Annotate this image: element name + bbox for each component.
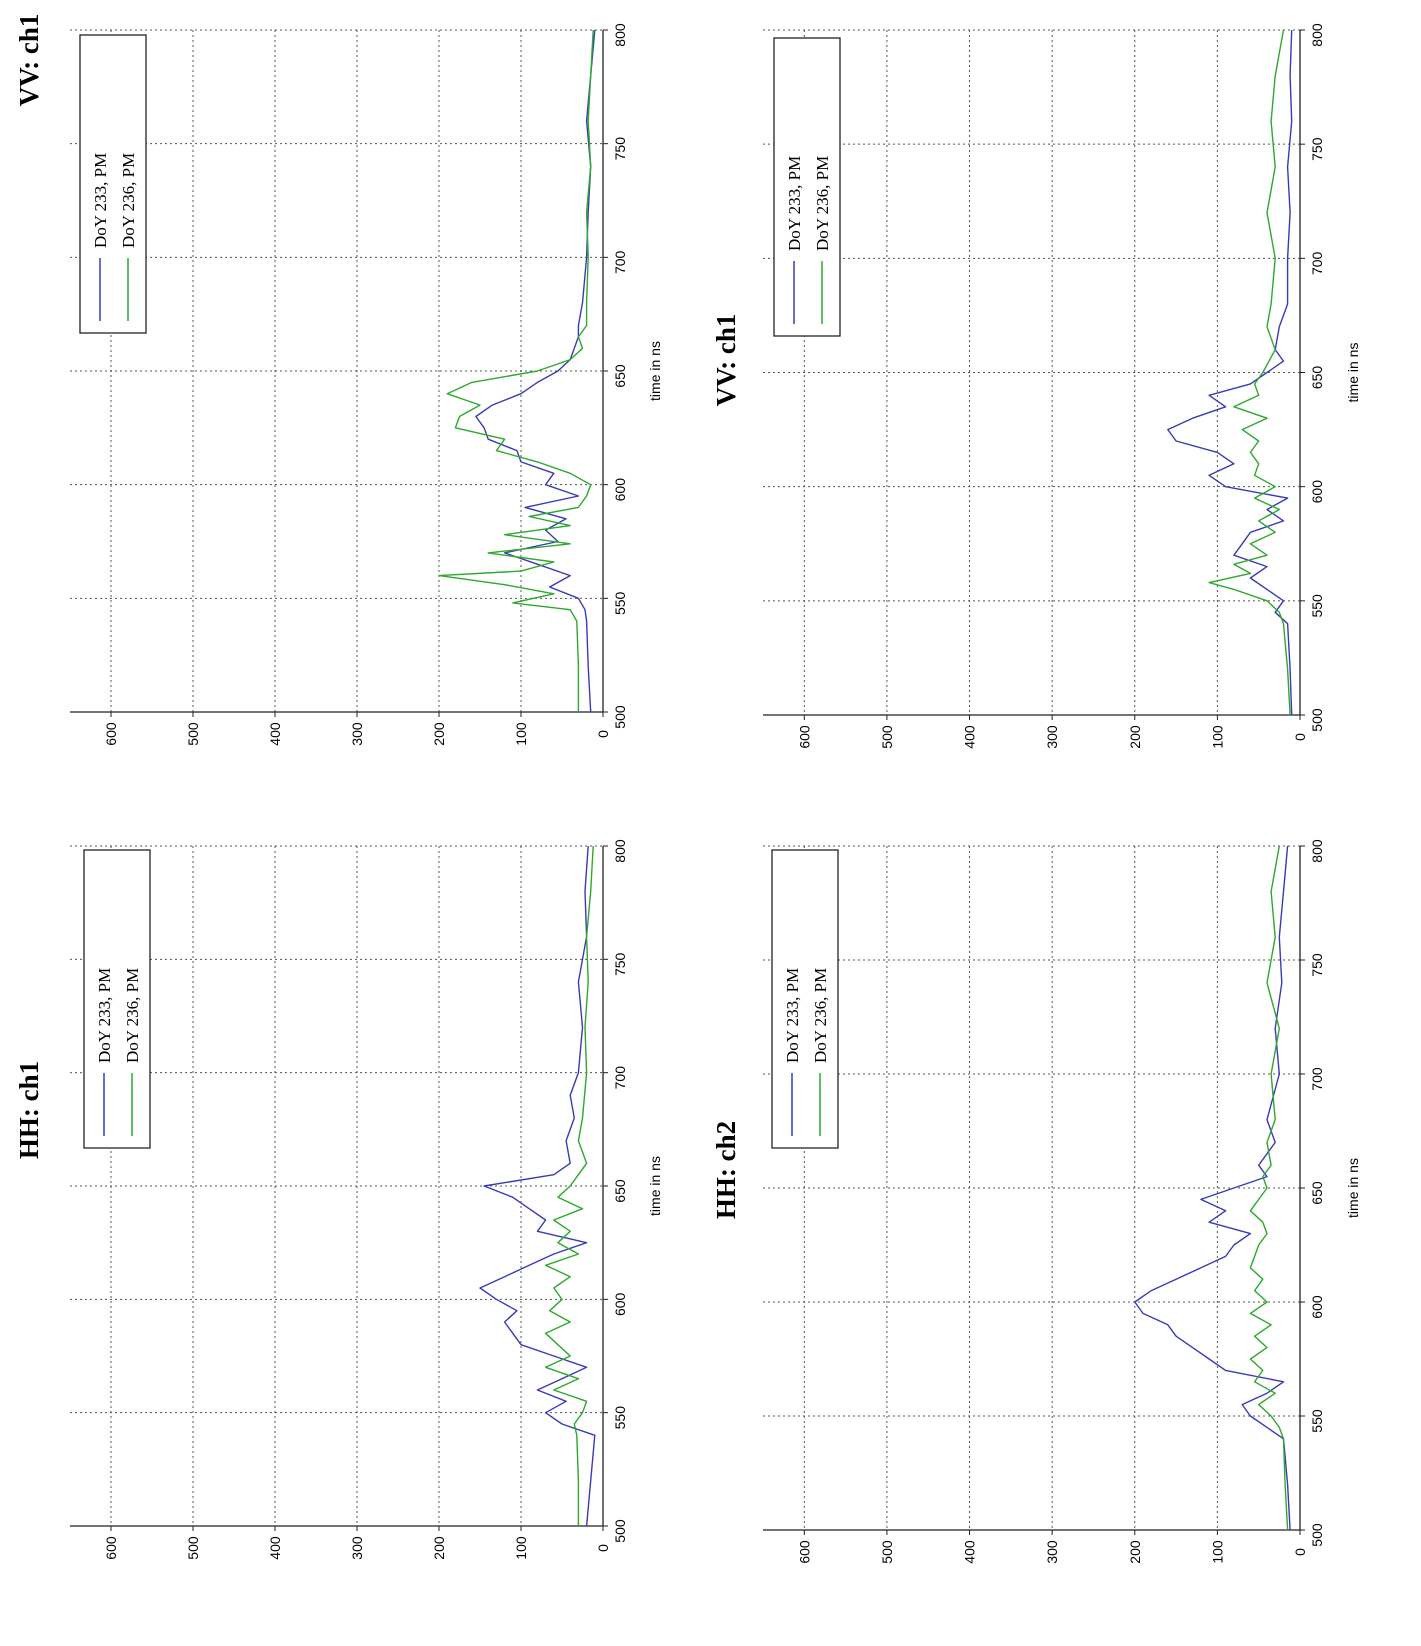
x-tick-label: 650: [1309, 366, 1325, 390]
legend-box: [773, 37, 841, 337]
y-tick-label: 300: [349, 1536, 365, 1560]
legend-label-2: DoY 236, PM: [123, 968, 142, 1063]
x-tick-label: 800: [1309, 839, 1325, 863]
x-tick-label: 800: [612, 839, 628, 863]
series-line-2: [544, 845, 594, 1526]
series-line-2: [438, 29, 594, 712]
x-tick-label: 550: [612, 591, 628, 615]
y-tick-label: 500: [879, 1540, 895, 1564]
x-axis-label: time in ns: [647, 1156, 663, 1216]
y-tick-label: 200: [431, 1536, 447, 1560]
x-tick-label: 550: [1309, 594, 1325, 618]
y-tick-label: 500: [185, 722, 201, 746]
y-tick-label: 600: [796, 725, 812, 749]
x-tick-label: 500: [612, 705, 628, 729]
legend-label-1: DoY 233, PM: [783, 968, 802, 1063]
y-tick-label: 400: [267, 1536, 283, 1560]
legend-box: [79, 34, 147, 334]
y-tick-label: 300: [1044, 725, 1060, 749]
y-tick-label: 500: [879, 725, 895, 749]
y-tick-label: 0: [595, 1544, 611, 1552]
chart-panel-2: HH: ch1 0 100 200 300 400 500 600 500 550 600 650 70…: [14, 839, 663, 1560]
chart-title: HH: ch1: [14, 1061, 44, 1159]
x-tick-label: 650: [612, 364, 628, 388]
y-tick-label: 0: [1292, 733, 1308, 741]
y-tick-label: 0: [1292, 1548, 1308, 1556]
y-tick-label: 600: [796, 1540, 812, 1564]
series-line-2: [1208, 29, 1291, 716]
chart-panel-3: VV: ch1 0 100 200 300 400 500 600 500 550 600 650 70…: [711, 23, 1361, 749]
y-tick-label: 400: [962, 1540, 978, 1564]
x-tick-label: 650: [612, 1179, 628, 1203]
y-tick-label: 200: [1127, 1540, 1143, 1564]
x-tick-label: 800: [1309, 23, 1325, 47]
series-line-1: [479, 845, 596, 1527]
y-tick-label: 500: [185, 1536, 201, 1560]
x-tick-label: 600: [612, 1292, 628, 1316]
y-tick-label: 100: [513, 722, 529, 746]
legend-label-2: DoY 236, PM: [811, 968, 830, 1063]
chart-panel-1: VV: ch1 0 100 200 300 400 500 600 500 550 600 650 70…: [14, 14, 663, 746]
x-tick-label: 650: [1309, 1181, 1325, 1205]
x-tick-label: 750: [612, 952, 628, 976]
x-tick-label: 700: [1309, 251, 1325, 275]
y-tick-label: 400: [962, 725, 978, 749]
y-tick-label: 400: [267, 722, 283, 746]
legend-label-2: DoY 236, PM: [119, 153, 138, 248]
x-axis-label: time in ns: [647, 341, 663, 401]
y-tick-label: 100: [513, 1536, 529, 1560]
y-tick-label: 300: [1044, 1540, 1060, 1564]
x-tick-label: 750: [612, 137, 628, 161]
legend-box: [771, 849, 839, 1149]
chart-title: VV: ch1: [711, 314, 741, 407]
x-tick-label: 600: [1309, 480, 1325, 504]
legend-box: [83, 849, 151, 1149]
x-tick-label: 800: [612, 23, 628, 47]
x-tick-label: 500: [1309, 1523, 1325, 1547]
x-tick-label: 700: [612, 250, 628, 274]
y-tick-label: 600: [103, 1536, 119, 1560]
y-tick-label: 200: [431, 722, 447, 746]
x-tick-label: 500: [1309, 708, 1325, 732]
y-tick-label: 600: [103, 722, 119, 746]
y-tick-label: 100: [1209, 725, 1225, 749]
x-tick-label: 750: [1309, 953, 1325, 977]
x-tick-label: 550: [612, 1406, 628, 1430]
chart-panel-4: HH: ch2 0 100 200 300 400 500 600 500 550 600 650 70…: [711, 839, 1361, 1564]
x-tick-label: 750: [1309, 137, 1325, 161]
legend-label-1: DoY 233, PM: [91, 153, 110, 248]
x-tick-label: 700: [612, 1066, 628, 1090]
series-line-2: [1249, 845, 1289, 1531]
x-tick-label: 600: [1309, 1295, 1325, 1319]
x-tick-label: 550: [1309, 1409, 1325, 1433]
chart-title: VV: ch1: [14, 14, 44, 107]
series-line-1: [1134, 845, 1291, 1531]
series-line-1: [475, 29, 596, 713]
x-tick-label: 700: [1309, 1067, 1325, 1091]
y-tick-label: 300: [349, 722, 365, 746]
chart-title: HH: ch2: [711, 1121, 741, 1219]
x-axis-label: time in ns: [1345, 1158, 1361, 1218]
legend-label-2: DoY 236, PM: [813, 156, 832, 251]
y-tick-label: 0: [595, 730, 611, 738]
series-line-1: [1167, 29, 1293, 716]
x-tick-label: 600: [612, 478, 628, 502]
legend-label-1: DoY 233, PM: [785, 156, 804, 251]
y-tick-label: 200: [1127, 725, 1143, 749]
y-tick-label: 100: [1209, 1540, 1225, 1564]
x-axis-label: time in ns: [1345, 343, 1361, 403]
legend-label-1: DoY 233, PM: [95, 968, 114, 1063]
x-tick-label: 500: [612, 1519, 628, 1543]
